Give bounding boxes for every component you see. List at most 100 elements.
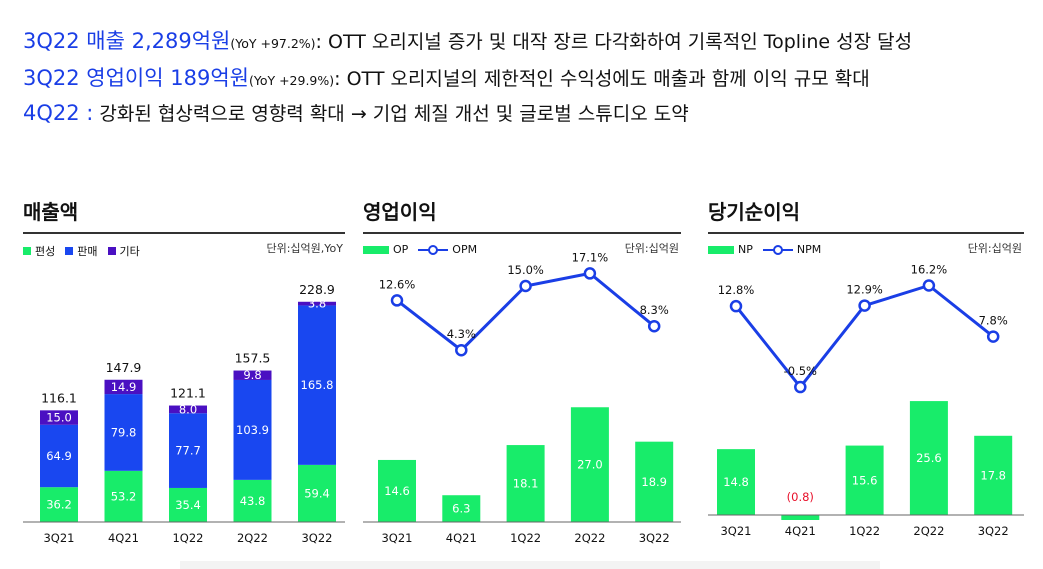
x-tick-1Q22: 1Q22 [849, 524, 880, 538]
x-tick-1Q22: 1Q22 [510, 531, 541, 545]
op-title: 영업이익 [363, 200, 437, 224]
point-label-NPM-4Q21: -0.5% [784, 364, 817, 378]
legend-item-op: OP [363, 243, 408, 256]
bar-label-OP-1Q22: 18.1 [513, 477, 539, 491]
x-tick-3Q21: 3Q21 [720, 524, 751, 538]
bar-label-판매-3Q21: 64.9 [46, 449, 72, 463]
bar-기타-3Q21 [40, 410, 78, 425]
op-legend: OP OPM [363, 243, 487, 256]
legend-item-panmae: 판매 [65, 243, 98, 259]
headline-revenue-yoy: (YoY +97.2%) [230, 36, 316, 51]
bar-OP-4Q21 [442, 495, 481, 522]
bar-NP-3Q21 [717, 449, 755, 515]
bar-OP-1Q22 [506, 445, 545, 522]
headline-outlook-text: 강화된 협상력으로 영향력 확대 → 기업 체질 개선 및 글로벌 스튜디오 도… [93, 103, 689, 125]
bar-label-NP-3Q21: 14.8 [723, 475, 749, 489]
point-label-OPM-4Q21: 4.3% [447, 327, 476, 341]
point-OPM-2Q22 [583, 267, 597, 280]
x-tick-2Q22: 2Q22 [574, 531, 605, 545]
headline-op-colon: : [334, 68, 341, 90]
bar-OP-3Q22 [635, 441, 674, 522]
total-label-1Q22: 121.1 [170, 386, 206, 401]
headline-outlook-colon: : [79, 101, 94, 125]
total-label-2Q22: 157.5 [235, 351, 271, 366]
bar-label-OP-4Q21: 6.3 [452, 502, 470, 516]
revenue-title: 매출액 [23, 200, 79, 224]
bar-label-기타-2Q22: 9.8 [243, 368, 261, 382]
bar-label-편성-2Q22: 43.8 [240, 494, 266, 508]
point-label-NPM-3Q21: 12.8% [718, 283, 755, 297]
x-tick-3Q21: 3Q21 [43, 531, 74, 545]
point-NPM-3Q22 [986, 330, 1000, 343]
x-tick-3Q21: 3Q21 [381, 531, 412, 545]
point-OPM-3Q21 [390, 294, 404, 307]
legend-swatch-green [23, 247, 31, 255]
bar-OP-2Q22 [570, 407, 609, 522]
point-label-NPM-2Q22: 16.2% [911, 263, 948, 277]
bar-NP-2Q22 [909, 401, 948, 515]
point-NPM-3Q21 [729, 299, 743, 313]
bar-편성-1Q22 [169, 487, 207, 522]
bar-label-NP-1Q22: 15.6 [852, 473, 878, 487]
bar-기타-4Q21 [104, 379, 143, 395]
bar-label-기타-3Q22: 3.8 [308, 297, 326, 311]
bar-판매-2Q22 [233, 379, 272, 480]
legend-item-opm: OPM [418, 243, 477, 256]
bar-label-편성-3Q21: 36.2 [46, 498, 72, 512]
point-NPM-2Q22 [922, 279, 936, 292]
bar-OP-3Q21 [378, 459, 416, 522]
total-label-3Q22: 228.9 [299, 282, 335, 297]
bar-편성-3Q21 [40, 487, 78, 522]
x-tick-3Q22: 3Q22 [639, 531, 670, 545]
bar-label-OP-3Q21: 14.6 [384, 484, 410, 498]
legend-line-opm [418, 244, 449, 255]
legend-label-np: NP [738, 243, 753, 256]
bar-label-판매-3Q22: 165.8 [301, 378, 334, 392]
headline-op-figure: 3Q22 영업이익 189억원 [23, 66, 249, 90]
legend-label-npm: NPM [796, 243, 822, 256]
op-title-rule [363, 232, 681, 234]
bar-판매-4Q21 [104, 394, 143, 471]
bottom-shadow [180, 561, 880, 569]
bar-label-편성-3Q22: 59.4 [304, 486, 330, 500]
bar-label-기타-1Q22: 8.0 [179, 402, 197, 416]
legend-swatch-purple [107, 247, 116, 255]
headline-outlook-figure: 4Q22 [23, 101, 80, 125]
bar-편성-3Q22 [298, 464, 336, 522]
bar-기타-1Q22 [169, 405, 207, 414]
headline-op-yoy: (YoY +29.9%) [248, 73, 335, 88]
bar-판매-3Q21 [40, 424, 78, 488]
headline-revenue: 3Q22 매출 2,289억원(YoY +97.2%): OTT 오리지널 증가… [23, 25, 912, 55]
bar-label-기타-3Q21: 15.0 [46, 411, 72, 425]
headline-revenue-figure: 3Q22 매출 2,289억원 [23, 29, 231, 53]
np-chart: 14.8 3Q21 (0.8) 4Q21 15.6 1Q22 25.6 2Q22 17.8 3Q2… [708, 263, 1024, 538]
headline-outlook: 4Q22 : 강화된 협상력으로 영향력 확대 → 기업 체질 개선 및 글로벌… [23, 99, 689, 126]
bar-label-NP-4Q21: (0.8) [787, 490, 814, 504]
point-NPM-1Q22 [858, 299, 871, 312]
x-tick-4Q21: 4Q21 [108, 531, 139, 545]
op-chart: 14.6 3Q21 6.3 4Q21 18.1 1Q22 27.0 2Q22 18.9 3Q22 1… [363, 250, 681, 545]
revenue-legend: 편성 판매 기타 [23, 243, 150, 259]
x-tick-2Q22: 2Q22 [237, 531, 268, 545]
x-tick-4Q21: 4Q21 [446, 531, 477, 545]
bar-label-편성-4Q21: 53.2 [111, 489, 137, 503]
legend-label-panmae: 판매 [77, 245, 98, 258]
bar-label-OP-3Q22: 18.9 [641, 475, 667, 489]
legend-label-opm: OPM [452, 243, 478, 256]
x-tick-1Q22: 1Q22 [172, 531, 203, 545]
bar-판매-1Q22 [169, 413, 207, 488]
np-panel: 당기순이익 NP NPM 단위:십억원 14.8 3Q21 (0.8) 4Q21 15.… [708, 196, 1024, 556]
bar-기타-2Q22 [233, 370, 272, 380]
np-legend: NP NPM [708, 243, 831, 256]
legend-label-gita: 기타 [119, 245, 140, 258]
bar-NP-4Q21 [781, 515, 820, 520]
headline-op: 3Q22 영업이익 189억원(YoY +29.9%): OTT 오리지널의 제… [23, 62, 870, 92]
legend-item-gita: 기타 [107, 243, 140, 259]
point-OPM-3Q22 [647, 319, 661, 333]
x-tick-4Q21: 4Q21 [785, 524, 816, 538]
np-title-rule [708, 232, 1024, 234]
op-unit: 단위:십억원 [624, 242, 679, 255]
bar-label-판매-2Q22: 103.9 [236, 423, 269, 437]
point-label-NPM-1Q22: 12.9% [846, 283, 883, 297]
headline-op-text: OTT 오리지널의 제한적인 수익성에도 매출과 함께 이익 규모 확대 [340, 68, 870, 90]
